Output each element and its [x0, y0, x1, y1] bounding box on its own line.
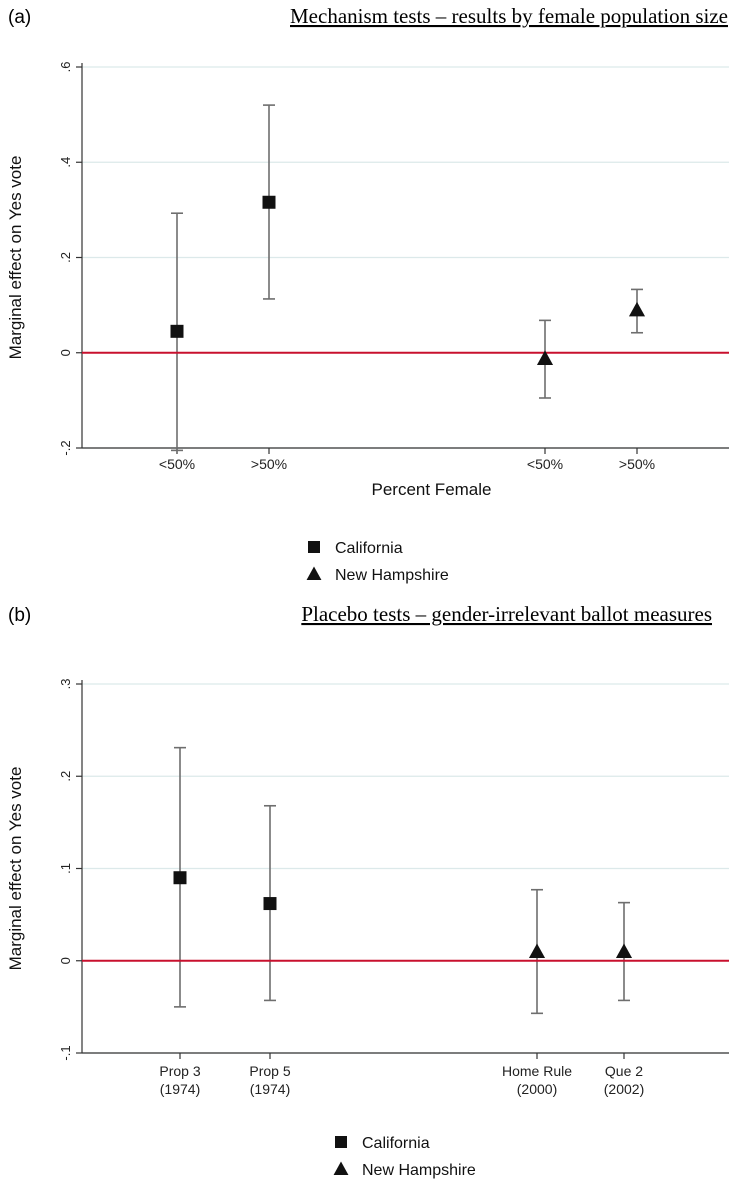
panel-label: (a)	[8, 7, 31, 28]
legend: California New Hampshire	[333, 1135, 476, 1179]
panel-label: (b)	[8, 605, 31, 626]
point-marker-triangle	[628, 301, 646, 317]
x-tick-label: Prop 3	[159, 1063, 200, 1079]
legend-label: New Hampshire	[362, 1162, 476, 1179]
x-tick-label: (1974)	[250, 1081, 290, 1097]
legend-marker-triangle	[333, 1161, 349, 1175]
point-marker-triangle	[536, 350, 554, 365]
y-axis-title: Marginal effect on Yes vote	[6, 156, 25, 360]
x-tick-label: Prop 5	[249, 1063, 290, 1079]
point-marker-square	[263, 897, 277, 911]
x-tick-label: (1974)	[160, 1081, 200, 1097]
x-tick-label: Que 2	[605, 1063, 643, 1079]
y-tick-label: 0	[58, 957, 73, 964]
point-marker-triangle	[528, 943, 546, 959]
y-tick-label: .6	[58, 62, 73, 73]
y-axis-title: Marginal effect on Yes vote	[6, 767, 25, 971]
legend-label: California	[335, 540, 403, 557]
x-tick-label: <50%	[159, 456, 195, 472]
point-marker-square	[170, 324, 184, 338]
x-tick-label: >50%	[619, 456, 655, 472]
y-tick-label: 0	[58, 349, 73, 356]
legend-label: New Hampshire	[335, 567, 449, 584]
point-marker-triangle	[615, 943, 633, 959]
legend-marker-triangle	[306, 566, 322, 580]
legend: California New Hampshire	[306, 540, 449, 584]
x-tick-label: >50%	[251, 456, 287, 472]
chart-title: Placebo tests – gender-irrelevant ballot…	[301, 602, 712, 626]
x-axis-title: Percent Female	[372, 480, 492, 499]
chart-panel-b: (b) Placebo tests – gender-irrelevant bal…	[6, 602, 729, 1179]
y-tick-label: .3	[58, 679, 73, 690]
y-tick-label: .2	[58, 252, 73, 263]
y-tick-label: -.1	[58, 1045, 73, 1060]
legend-marker-square	[335, 1136, 347, 1148]
y-tick-label: -.2	[58, 440, 73, 455]
x-tick-label: <50%	[527, 456, 563, 472]
point-marker-square	[262, 195, 276, 209]
legend-label: California	[362, 1135, 430, 1152]
chart-title: Mechanism tests – results by female popu…	[290, 4, 728, 28]
x-tick-label: (2000)	[517, 1081, 557, 1097]
x-tick-label: Home Rule	[502, 1063, 572, 1079]
y-tick-label: .2	[58, 771, 73, 782]
chart-panel-a: (a) Mechanism tests – results by female p…	[6, 4, 729, 584]
y-tick-label: .1	[58, 863, 73, 874]
point-marker-square	[173, 871, 187, 885]
x-tick-label: (2002)	[604, 1081, 644, 1097]
legend-marker-square	[308, 541, 320, 553]
y-tick-label: .4	[58, 157, 73, 168]
